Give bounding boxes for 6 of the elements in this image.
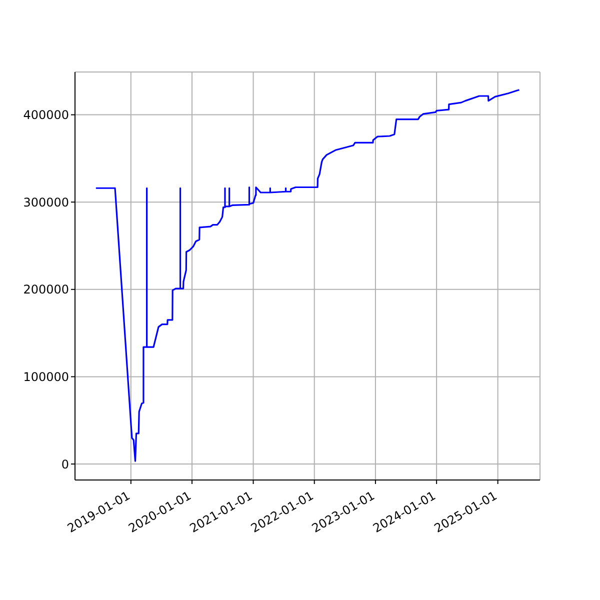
y-tick-label: 0 bbox=[61, 457, 69, 472]
line-series bbox=[95, 89, 520, 462]
y-tick-label: 100000 bbox=[23, 370, 69, 384]
y-tick-label: 300000 bbox=[23, 195, 69, 210]
y-tick-label: 200000 bbox=[23, 282, 69, 297]
y-tick-label: 400000 bbox=[23, 108, 69, 122]
